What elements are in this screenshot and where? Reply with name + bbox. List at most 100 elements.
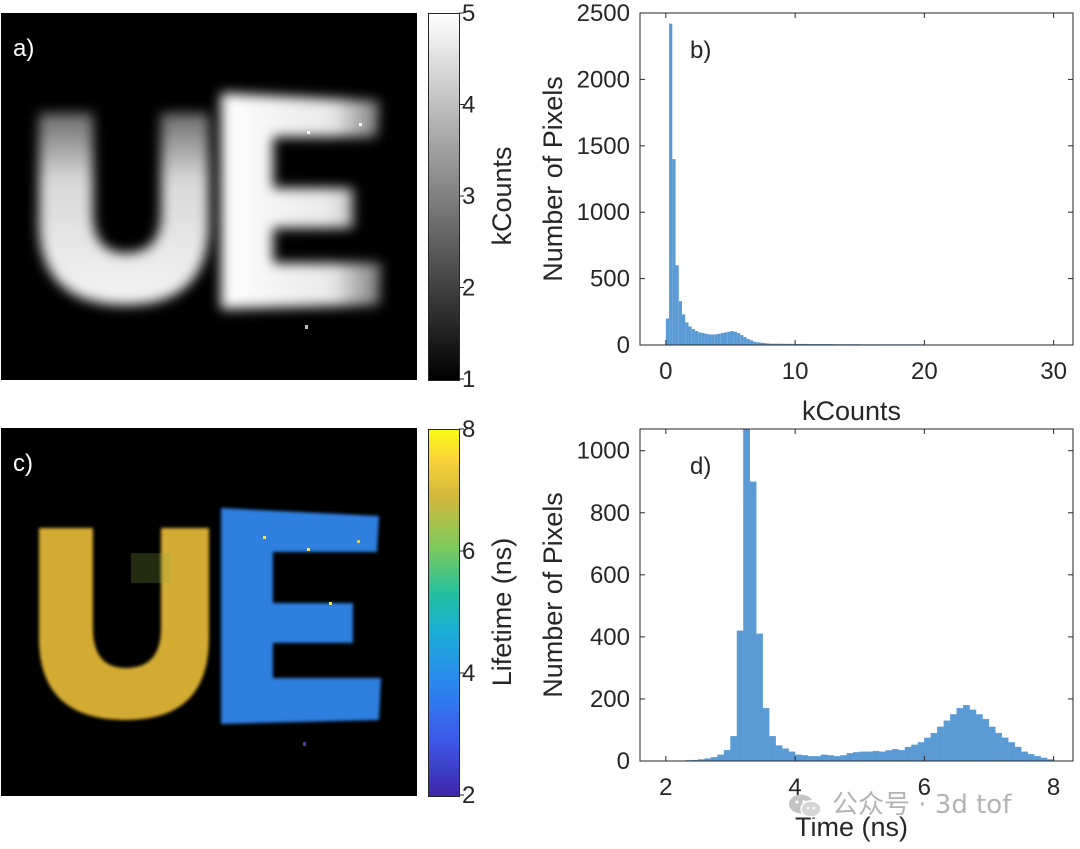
histogram-bar bbox=[730, 736, 738, 761]
panel-label-a: a) bbox=[13, 35, 35, 62]
histogram-bar bbox=[736, 630, 744, 761]
histogram-bar bbox=[685, 322, 689, 345]
histogram-bar bbox=[969, 709, 977, 761]
histogram-bar bbox=[756, 342, 760, 345]
x-tick-label: 30 bbox=[1040, 358, 1067, 385]
histogram-bar bbox=[769, 736, 776, 761]
colorbar-tick-label: 2 bbox=[462, 275, 475, 302]
histogram-bar bbox=[1021, 751, 1028, 761]
x-tick-label: 8 bbox=[1047, 774, 1060, 801]
histogram-bar bbox=[749, 340, 754, 345]
histogram-bar bbox=[704, 333, 708, 345]
histogram-bar bbox=[766, 343, 770, 345]
histogram-bar bbox=[820, 754, 828, 761]
y-tick-label: 2500 bbox=[577, 0, 630, 27]
x-tick-label: 0 bbox=[659, 358, 672, 385]
histogram-bar bbox=[675, 265, 679, 345]
histogram-kcounts: 0 10 20 30 0 500 1000 1500 2000 2500 kCounts Number… bbox=[538, 0, 1074, 425]
histogram-bar bbox=[717, 333, 721, 345]
histogram-bar bbox=[1008, 742, 1015, 761]
histogram-bar bbox=[975, 714, 983, 761]
colorbar-lifetime-axis: 8 6 4 2 Lifetime (ns) bbox=[459, 416, 517, 809]
colorbar-tick-label: 6 bbox=[462, 538, 475, 565]
histogram-bar bbox=[740, 335, 744, 345]
colorbar-tick-label: 4 bbox=[462, 660, 475, 687]
histogram-bar bbox=[885, 750, 893, 761]
y-tick-label: 600 bbox=[590, 562, 630, 589]
x-axis-title: kCounts bbox=[802, 396, 901, 425]
histogram-bar bbox=[827, 755, 835, 761]
y-tick-label: 1000 bbox=[577, 438, 630, 465]
histogram-bar bbox=[762, 343, 767, 345]
histogram-bar bbox=[749, 481, 757, 761]
colorbar-intensity bbox=[428, 13, 460, 381]
histogram-bar bbox=[1027, 754, 1035, 761]
plot-frame bbox=[639, 12, 1074, 346]
histogram-bar bbox=[724, 332, 728, 345]
histogram-bar bbox=[669, 23, 673, 345]
watermark: 公众号 · 3d tof bbox=[788, 784, 1011, 821]
watermark-text: 公众号 · 3d tof bbox=[832, 790, 1012, 820]
y-tick-label: 0 bbox=[617, 748, 630, 775]
plot-frame bbox=[639, 428, 1074, 762]
histogram-bar bbox=[682, 314, 686, 345]
histogram-bar bbox=[794, 754, 802, 761]
x-axis-title: Time (ns) bbox=[795, 812, 908, 842]
histogram-bar bbox=[930, 732, 938, 761]
histogram-bar bbox=[898, 749, 906, 761]
histogram-bar bbox=[995, 732, 1003, 761]
histogram-bar bbox=[714, 334, 718, 345]
colorbar-tick-label: 2 bbox=[462, 782, 475, 809]
histogram-bar bbox=[846, 753, 854, 761]
y-tick-label: 800 bbox=[590, 500, 630, 527]
colorbar-tick-label: 5 bbox=[462, 0, 475, 27]
x-tick-label: 10 bbox=[782, 358, 809, 385]
histogram-bar bbox=[701, 333, 705, 345]
histogram-bar bbox=[924, 737, 931, 761]
colorbar-tick-label: 3 bbox=[462, 183, 475, 210]
histogram-bar bbox=[1034, 756, 1041, 761]
histogram-bar bbox=[878, 751, 886, 761]
colorbar-tick-label: 8 bbox=[462, 416, 475, 443]
histogram-bar bbox=[950, 714, 957, 761]
histogram-bar bbox=[698, 332, 702, 345]
histogram-bar bbox=[717, 754, 725, 761]
histogram-bar bbox=[688, 326, 692, 345]
histogram-bar bbox=[753, 341, 757, 345]
histogram-bar bbox=[756, 633, 763, 761]
x-tick-label: 2 bbox=[659, 774, 672, 801]
histogram-bar bbox=[678, 301, 683, 345]
panel-label-c: c) bbox=[13, 450, 33, 477]
histogram-bar bbox=[814, 756, 822, 761]
histogram-bar bbox=[710, 757, 718, 761]
wechat-icon bbox=[789, 794, 822, 818]
histogram-bar bbox=[711, 334, 715, 345]
histogram-bar bbox=[943, 720, 951, 761]
histogram-bar bbox=[833, 756, 841, 761]
histogram-bar bbox=[917, 742, 925, 761]
histogram-bar bbox=[743, 337, 747, 345]
histogram-bar bbox=[720, 333, 725, 345]
histogram-bar bbox=[665, 318, 670, 345]
x-tick-label: 6 bbox=[918, 774, 931, 801]
histogram-bar bbox=[691, 329, 695, 345]
letter-e-shape bbox=[221, 93, 381, 309]
histogram-bar bbox=[1001, 737, 1009, 761]
histogram-bar bbox=[840, 755, 847, 761]
histogram-bar bbox=[775, 745, 783, 761]
y-tick-label: 200 bbox=[590, 686, 630, 713]
y-tick-label: 0 bbox=[617, 332, 630, 359]
y-tick-label: 1000 bbox=[577, 199, 630, 226]
histogram-bar bbox=[795, 343, 809, 345]
histogram-bar bbox=[672, 159, 676, 345]
x-tick-label: 20 bbox=[911, 358, 938, 385]
intensity-image-graphic bbox=[39, 93, 381, 329]
histogram-bar bbox=[762, 708, 770, 761]
letter-u-lifetime bbox=[39, 528, 209, 720]
histogram-bar bbox=[707, 334, 712, 345]
histogram-bar bbox=[911, 744, 919, 761]
histogram-bar bbox=[866, 751, 873, 761]
histogram-bar bbox=[769, 343, 783, 345]
colorbar-tick-label: 4 bbox=[462, 92, 475, 119]
